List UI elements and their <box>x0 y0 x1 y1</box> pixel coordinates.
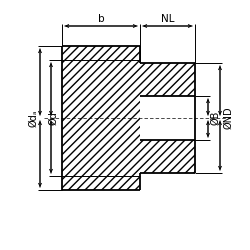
Bar <box>140 140 195 173</box>
Text: ØND: ØND <box>223 107 233 129</box>
Text: Ød: Ød <box>48 111 58 125</box>
Text: NL: NL <box>161 14 174 24</box>
Text: ØB: ØB <box>210 111 220 125</box>
Bar <box>140 63 195 96</box>
Bar <box>62 46 140 190</box>
Bar <box>140 96 195 140</box>
Text: b: b <box>98 14 104 24</box>
Text: Ødₐ: Ødₐ <box>28 109 38 127</box>
